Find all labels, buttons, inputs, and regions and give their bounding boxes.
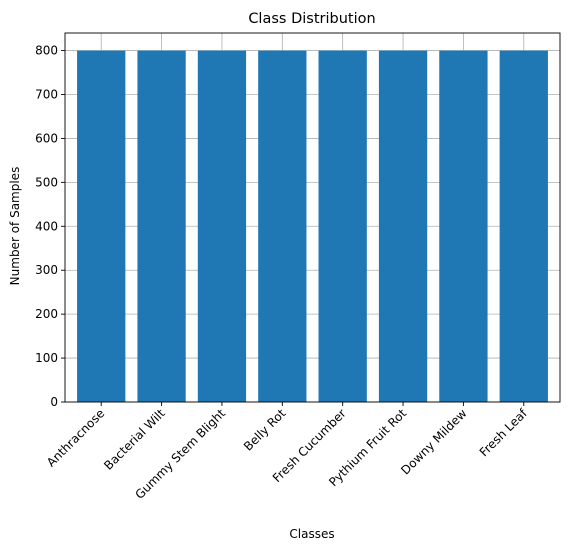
x-tick-label: Belly Rot xyxy=(241,406,289,454)
chart-title: Class Distribution xyxy=(248,11,375,27)
y-tick-label: 400 xyxy=(35,219,58,233)
y-tick-label: 300 xyxy=(35,263,58,277)
bar-gummy-stem-blight xyxy=(197,50,247,402)
y-tick-label: 0 xyxy=(50,395,58,409)
y-axis: 0 100 200 300 400 500 600 700 800 xyxy=(35,44,65,409)
y-axis-label: Number of Samples xyxy=(8,167,22,286)
x-tick-label: Fresh Leaf xyxy=(477,406,531,460)
bar-anthracnose xyxy=(77,50,126,402)
bar-fresh-leaf xyxy=(499,50,548,402)
x-tick-label: Anthracnose xyxy=(44,406,107,469)
bar-fresh-cucumber xyxy=(318,50,367,402)
x-axis-label: Classes xyxy=(289,527,334,541)
y-tick-label: 600 xyxy=(35,131,58,145)
y-tick-label: 500 xyxy=(35,175,58,189)
bar-bacterial-wilt xyxy=(137,50,186,402)
x-tick-label: Downy Mildew xyxy=(398,406,469,477)
y-tick-label: 200 xyxy=(35,307,58,321)
bar-pythium-fruit-rot xyxy=(378,50,428,402)
y-tick-label: 800 xyxy=(35,44,58,58)
y-tick-label: 700 xyxy=(35,88,58,102)
bars-layer xyxy=(77,50,548,402)
axes-frame xyxy=(64,32,561,403)
x-tick-label: Bacterial Wilt xyxy=(101,406,168,473)
bar-downy-mildew xyxy=(439,50,488,402)
bar-belly-rot xyxy=(258,50,307,402)
y-tick-label: 100 xyxy=(35,351,58,365)
